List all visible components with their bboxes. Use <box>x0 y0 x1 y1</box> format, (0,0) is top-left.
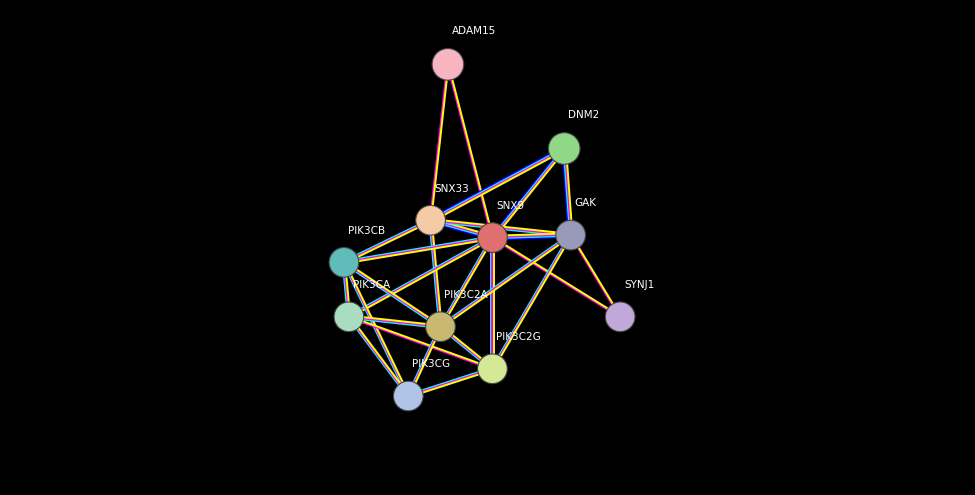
Text: SNX9: SNX9 <box>496 201 525 211</box>
Circle shape <box>330 248 359 277</box>
Text: PIK3C2G: PIK3C2G <box>496 332 541 342</box>
Text: SYNJ1: SYNJ1 <box>624 280 654 290</box>
Circle shape <box>478 354 507 384</box>
Circle shape <box>394 381 423 411</box>
Text: PIK3CA: PIK3CA <box>353 280 390 290</box>
Circle shape <box>548 133 580 164</box>
Circle shape <box>333 251 355 273</box>
Circle shape <box>415 205 446 235</box>
Circle shape <box>426 312 455 342</box>
Circle shape <box>553 137 575 160</box>
Circle shape <box>334 302 364 332</box>
Circle shape <box>420 209 442 231</box>
Circle shape <box>478 223 507 252</box>
Circle shape <box>432 49 464 80</box>
Circle shape <box>609 306 631 328</box>
Circle shape <box>430 316 451 338</box>
Text: PIK3CB: PIK3CB <box>348 226 385 236</box>
Circle shape <box>560 224 581 246</box>
Text: ADAM15: ADAM15 <box>451 26 496 36</box>
Text: GAK: GAK <box>574 198 597 208</box>
Circle shape <box>482 227 503 248</box>
Circle shape <box>437 53 459 76</box>
Circle shape <box>605 302 635 332</box>
Text: PIK3CG: PIK3CG <box>412 359 450 369</box>
Text: DNM2: DNM2 <box>568 110 600 120</box>
Circle shape <box>556 220 586 250</box>
Text: SNX33: SNX33 <box>435 184 469 194</box>
Circle shape <box>338 306 360 328</box>
Circle shape <box>398 385 419 407</box>
Text: PIK3C2A: PIK3C2A <box>445 290 488 300</box>
Circle shape <box>482 358 503 380</box>
